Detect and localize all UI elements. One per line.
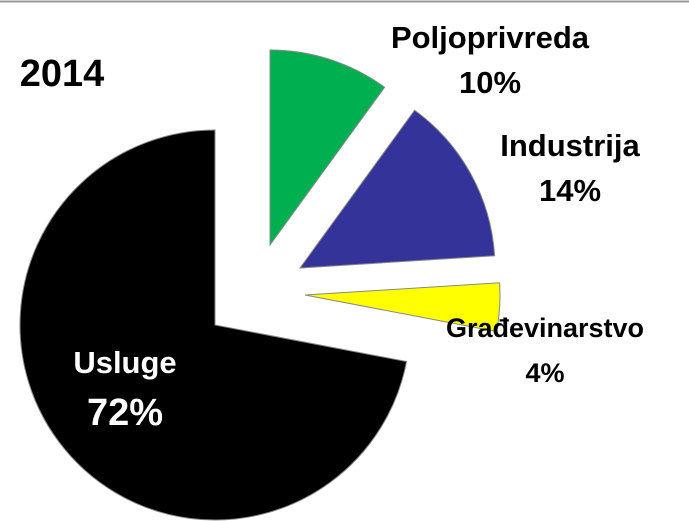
slice-value-label: 14%: [539, 173, 601, 208]
slice-value-label: 4%: [525, 358, 564, 388]
pie-slice: [269, 49, 386, 247]
slice-name: Poljoprivreda: [391, 20, 590, 55]
slice-value-label: 72%: [87, 392, 163, 434]
chart-title: 2014: [20, 53, 105, 95]
pie-slice: [304, 282, 501, 333]
pie-slice: [298, 109, 496, 269]
pie-slice: [19, 129, 408, 521]
slice-name: Građevinarstvo: [446, 313, 644, 343]
slice-value-label: 10%: [459, 65, 521, 100]
slice-name: Usluge: [73, 345, 176, 380]
slice-name: Industrija: [500, 128, 640, 163]
